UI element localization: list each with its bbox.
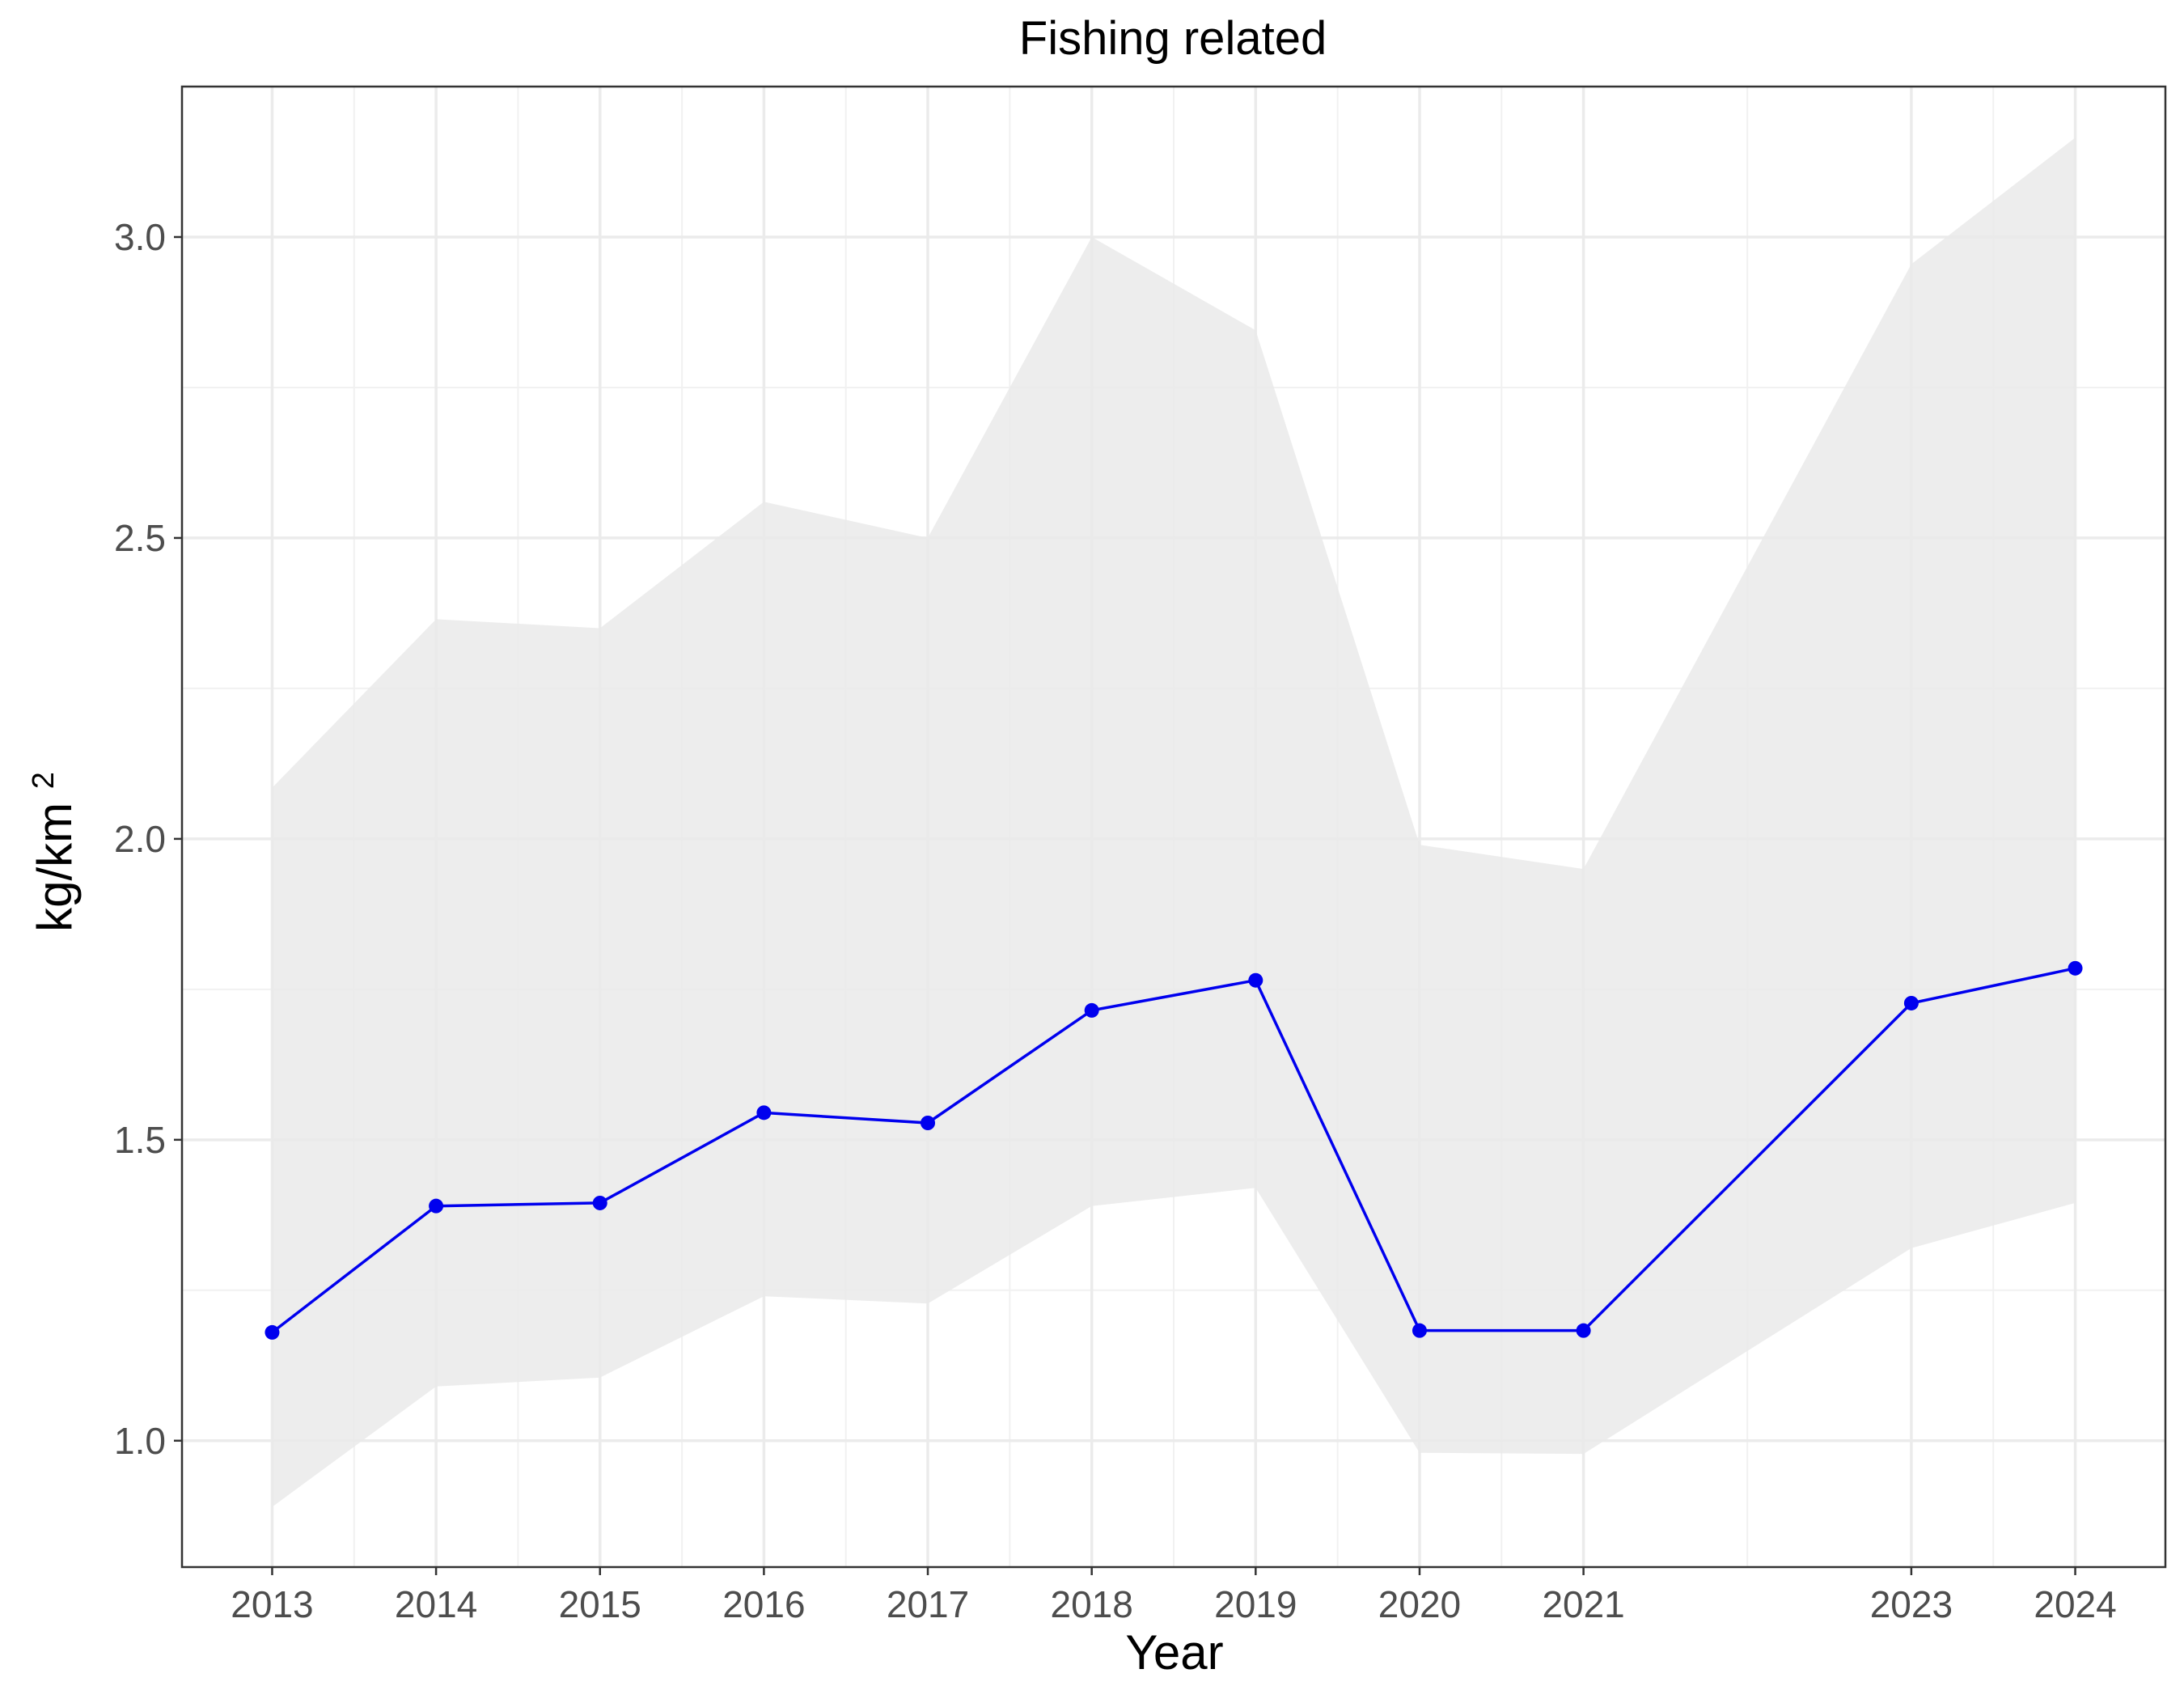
data-point-2021 [1576,1323,1591,1338]
data-point-2017 [921,1116,936,1130]
data-point-2013 [265,1324,280,1340]
data-point-2024 [2068,960,2083,976]
x-axis-title: Year [1125,1625,1223,1680]
y-axis-title-superscript: 2 [27,772,61,789]
x-tick-label: 2020 [1378,1583,1461,1625]
plot-panel [180,85,2167,1569]
x-tick-label: 2014 [395,1583,477,1625]
y-tick-label: 2.5 [114,517,166,559]
confidence-band [272,138,2076,1507]
x-axis: 2013 2014 2015 2016 2017 2018 2019 2020 2021 2023… [231,1567,2117,1625]
y-tick-label: 2.0 [114,818,166,860]
x-tick-label: 2024 [2034,1583,2116,1625]
data-point-2018 [1084,1002,1099,1018]
y-axis: 1.0 1.5 2.0 2.5 3.0 [114,216,182,1462]
x-tick-label: 2018 [1051,1583,1133,1625]
y-axis-title-base: kg/km [28,803,82,932]
data-point-2016 [756,1105,772,1121]
y-axis-title: kg/km 2 [27,772,82,932]
panel-border [180,85,2167,1569]
data-point-2020 [1412,1323,1427,1338]
x-tick-label: 2017 [887,1583,969,1625]
chart-title: Fishing related [1019,12,1327,65]
x-tick-label: 2015 [559,1583,641,1625]
data-point-2023 [1903,995,1919,1010]
data-point-2019 [1248,972,1263,988]
y-tick-label: 1.5 [114,1119,166,1161]
y-tick-label: 3.0 [114,216,166,258]
data-point-2014 [429,1198,444,1214]
x-tick-label: 2016 [722,1583,805,1625]
data-point-2015 [592,1195,607,1210]
x-tick-label: 2021 [1542,1583,1624,1625]
x-tick-label: 2023 [1870,1583,1953,1625]
y-tick-label: 1.0 [114,1420,166,1462]
x-tick-label: 2013 [231,1583,313,1625]
x-tick-label: 2019 [1214,1583,1297,1625]
data-points [265,960,2083,1340]
